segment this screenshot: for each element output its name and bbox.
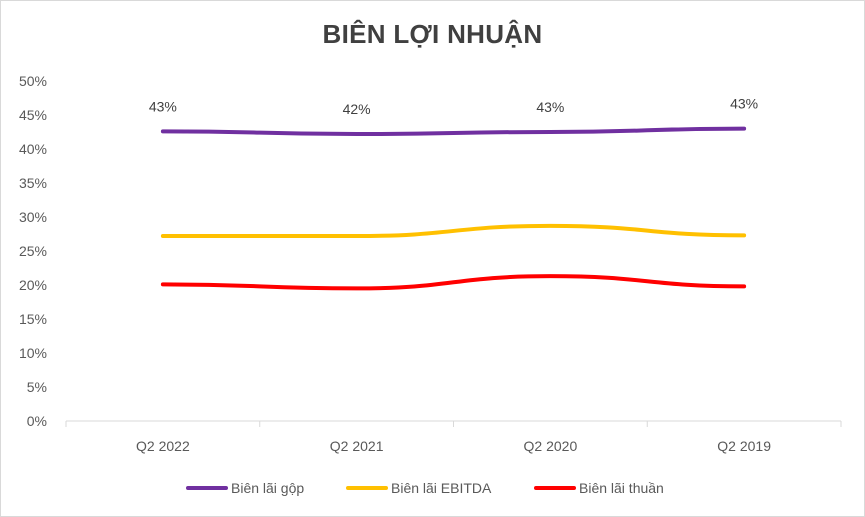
series-line — [160, 274, 747, 291]
x-tick-label: Q2 2022 — [136, 438, 190, 454]
y-tick-label: 35% — [19, 175, 47, 191]
series-layer — [160, 126, 747, 291]
legend-label: Biên lãi EBITDA — [391, 480, 492, 496]
data-label: 43% — [730, 96, 758, 112]
y-tick-label: 20% — [19, 277, 47, 293]
series-line — [160, 126, 747, 137]
data-label: 43% — [149, 98, 177, 114]
series-line — [160, 223, 747, 239]
x-axis: Q2 2022 Q2 2021 Q2 2020 Q2 2019 — [65, 420, 842, 454]
data-label: 43% — [536, 99, 564, 115]
x-tick-label: Q2 2019 — [717, 438, 771, 454]
y-tick-label: 50% — [19, 73, 47, 89]
y-tick-label: 5% — [27, 379, 47, 395]
y-axis: 0% 5% 10% 15% 20% 25% 30% 35% 40% 45% 50% — [19, 73, 47, 429]
data-labels: 43% 42% 43% 43% — [149, 96, 758, 117]
y-tick-label: 15% — [19, 311, 47, 327]
y-tick-label: 25% — [19, 243, 47, 259]
y-tick-label: 0% — [27, 413, 47, 429]
y-tick-label: 40% — [19, 141, 47, 157]
legend: Biên lãi gộp Biên lãi EBITDA Biên lãi thuầ… — [186, 480, 664, 496]
legend-label: Biên lãi thuần — [579, 480, 664, 496]
data-label: 42% — [343, 101, 371, 117]
chart-title: BIÊN LỢI NHUẬN — [322, 19, 543, 49]
x-tick-label: Q2 2021 — [330, 438, 384, 454]
y-tick-label: 10% — [19, 345, 47, 361]
legend-label: Biên lãi gộp — [231, 480, 304, 496]
x-tick-label: Q2 2020 — [524, 438, 578, 454]
y-tick-label: 30% — [19, 209, 47, 225]
y-tick-label: 45% — [19, 107, 47, 123]
